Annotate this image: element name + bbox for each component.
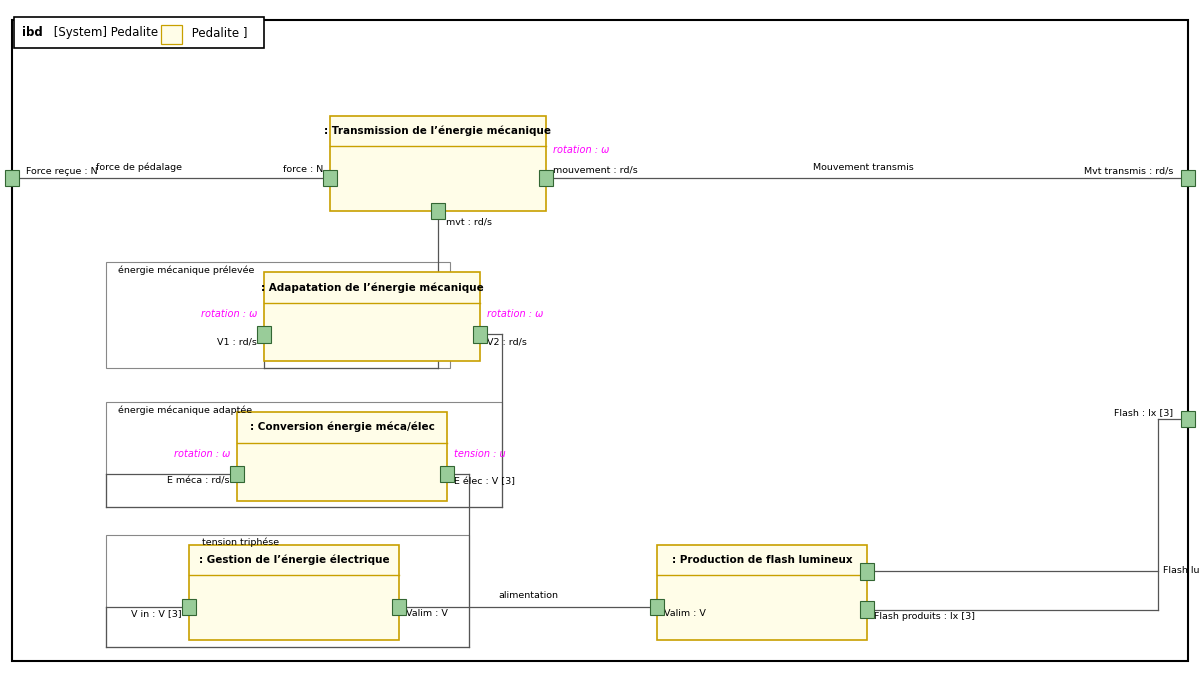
FancyBboxPatch shape — [230, 466, 245, 482]
Text: Valim : V: Valim : V — [665, 609, 706, 618]
FancyBboxPatch shape — [1181, 411, 1195, 427]
Text: Pedalite ]: Pedalite ] — [188, 26, 248, 39]
Text: Force reçue : N: Force reçue : N — [26, 167, 98, 176]
Text: tension : u: tension : u — [454, 449, 506, 459]
FancyBboxPatch shape — [14, 17, 264, 48]
Text: rotation : ω: rotation : ω — [553, 145, 610, 155]
FancyBboxPatch shape — [5, 170, 19, 186]
FancyBboxPatch shape — [257, 326, 271, 343]
FancyBboxPatch shape — [859, 563, 874, 580]
Text: mouvement : rd/s: mouvement : rd/s — [553, 165, 638, 174]
Text: V in : V [3]: V in : V [3] — [131, 609, 182, 618]
FancyBboxPatch shape — [391, 599, 407, 615]
FancyBboxPatch shape — [431, 203, 445, 219]
FancyBboxPatch shape — [859, 601, 874, 618]
Text: V1 : rd/s: V1 : rd/s — [217, 337, 257, 346]
Text: : Production de flash lumineux: : Production de flash lumineux — [672, 555, 852, 565]
Text: E méca : rd/s: E méca : rd/s — [167, 477, 230, 486]
Text: force : N: force : N — [282, 165, 323, 174]
Text: Flash lumineux: Flash lumineux — [1163, 566, 1200, 575]
Text: : Conversion énergie méca/élec: : Conversion énergie méca/élec — [250, 422, 434, 432]
FancyBboxPatch shape — [473, 326, 487, 343]
Text: rotation : ω: rotation : ω — [487, 309, 544, 319]
Text: force de pédalage: force de pédalage — [96, 163, 181, 172]
Text: Mvt transmis : rd/s: Mvt transmis : rd/s — [1085, 167, 1174, 176]
Text: : Adapatation de l’énergie mécanique: : Adapatation de l’énergie mécanique — [260, 282, 484, 293]
Text: Mouvement transmis: Mouvement transmis — [814, 163, 913, 172]
Text: [System] Pedalite [: [System] Pedalite [ — [50, 26, 167, 39]
Text: E élec : V [3]: E élec : V [3] — [454, 477, 515, 486]
Text: : Transmission de l’énergie mécanique: : Transmission de l’énergie mécanique — [324, 125, 552, 136]
Text: ibd: ibd — [22, 26, 42, 39]
Text: tension triphése: tension triphése — [202, 538, 278, 548]
Text: mvt : rd/s: mvt : rd/s — [446, 218, 492, 227]
Text: V2 : rd/s: V2 : rd/s — [487, 337, 527, 346]
FancyBboxPatch shape — [439, 466, 454, 482]
Text: rotation : ω: rotation : ω — [200, 309, 257, 319]
FancyBboxPatch shape — [264, 272, 480, 361]
FancyBboxPatch shape — [658, 545, 866, 640]
Text: : Gestion de l’énergie électrique: : Gestion de l’énergie électrique — [199, 554, 389, 565]
Text: Flash produits : lx [3]: Flash produits : lx [3] — [874, 612, 976, 621]
Text: énergie mécanique adaptée: énergie mécanique adaptée — [118, 405, 252, 415]
FancyBboxPatch shape — [323, 170, 337, 186]
FancyBboxPatch shape — [330, 116, 546, 211]
FancyBboxPatch shape — [190, 545, 398, 640]
Text: énergie mécanique prélevée: énergie mécanique prélevée — [118, 266, 254, 275]
FancyBboxPatch shape — [1181, 170, 1195, 186]
FancyBboxPatch shape — [161, 25, 182, 44]
Text: Valim : V: Valim : V — [407, 609, 448, 618]
Text: alimentation: alimentation — [498, 591, 558, 600]
Text: Flash : lx [3]: Flash : lx [3] — [1115, 408, 1174, 417]
FancyBboxPatch shape — [12, 20, 1188, 661]
FancyBboxPatch shape — [539, 170, 553, 186]
Text: rotation : ω: rotation : ω — [174, 449, 230, 459]
FancyBboxPatch shape — [236, 412, 446, 501]
FancyBboxPatch shape — [182, 599, 197, 615]
FancyBboxPatch shape — [650, 599, 665, 615]
